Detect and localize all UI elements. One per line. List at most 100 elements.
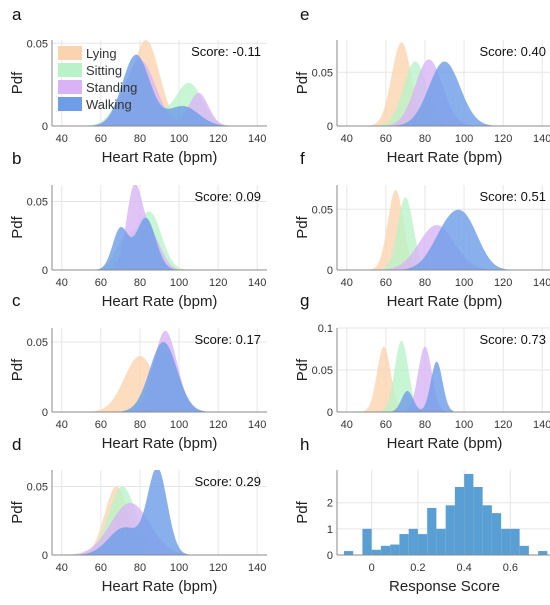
y-axis-label: Pdf (294, 71, 311, 94)
x-tick-label: 100 (455, 419, 473, 431)
legend-swatch-sitting (58, 63, 82, 77)
x-tick-label: 120 (209, 277, 227, 289)
x-tick-label: 80 (419, 419, 431, 431)
x-tick-label: 100 (455, 277, 473, 289)
x-axis-label: Heart Rate (bpm) (102, 578, 218, 595)
x-tick-label: 60 (380, 133, 392, 145)
panel-f: 40 60 80 100 120 140 0 0.05 Heart Rate (bpm) Pdf f… (294, 149, 550, 310)
histogram-bar (464, 473, 474, 555)
density-area-lying (337, 189, 550, 270)
histogram-bar (491, 513, 502, 555)
legend-swatch-walking (58, 97, 82, 111)
panel-letter: f (300, 149, 305, 168)
panel-c: 40 60 80 100 120 140 0 0.05 Heart Rate (bpm) Pdf c… (9, 291, 267, 452)
density-area-walking (337, 209, 550, 270)
y-axis-label: Pdf (9, 358, 26, 381)
x-tick-label: 140 (533, 277, 550, 289)
legend-label: Lying (86, 46, 117, 61)
legend-label: Sitting (86, 63, 122, 78)
density-area-walking (52, 342, 267, 412)
panel-letter: e (300, 5, 309, 24)
legend-swatch-lying (58, 46, 82, 60)
y-tick-label: 0 (327, 407, 333, 419)
panel-g: 40 60 80 100 120 140 0 0.05 0.1 Heart Rate (bpm) P… (294, 291, 550, 452)
density-area-lying (52, 40, 267, 126)
x-tick-label: 120 (494, 277, 512, 289)
y-tick-label: 0.05 (312, 67, 333, 79)
density-area-sitting (337, 340, 550, 412)
x-tick-label: 40 (341, 277, 353, 289)
x-tick-label: 140 (533, 133, 550, 145)
x-tick-label: 0.2 (410, 562, 425, 574)
x-tick-label: 120 (494, 133, 512, 145)
histogram-bar (501, 528, 511, 555)
histogram-bar (473, 487, 483, 555)
panel-letter: b (12, 149, 21, 168)
histogram-bar (454, 487, 465, 555)
x-tick-label: 100 (170, 133, 188, 145)
x-axis-label: Heart Rate (bpm) (102, 435, 218, 452)
histogram-bar (343, 551, 354, 555)
x-tick-label: 60 (95, 419, 107, 431)
panel-b: 40 60 80 100 120 140 0 0.05 Heart Rate (bpm) Pdf b… (9, 149, 267, 310)
score-annotation: Score: 0.29 (195, 474, 262, 489)
x-tick-label: 40 (341, 133, 353, 145)
x-tick-label: 60 (95, 277, 107, 289)
x-tick-label: 60 (95, 133, 107, 145)
histogram-bar (519, 545, 529, 555)
legend-swatch-standing (58, 80, 82, 94)
x-tick-label: 120 (209, 133, 227, 145)
y-tick-label: 0.05 (27, 337, 48, 349)
y-axis-label: Pdf (294, 215, 311, 238)
x-tick-label: 100 (170, 277, 188, 289)
x-tick-label: 120 (209, 562, 227, 574)
histogram-bar (417, 534, 428, 555)
x-tick-label: 140 (248, 562, 266, 574)
legend-label: Standing (86, 80, 137, 95)
x-tick-label: 140 (248, 133, 266, 145)
histogram-bar (362, 528, 372, 555)
x-tick-label: 140 (248, 277, 266, 289)
y-tick-label: 0.1 (318, 323, 333, 335)
x-tick-label: 80 (134, 277, 146, 289)
score-annotation: Score: 0.40 (480, 44, 547, 59)
histogram-bar (436, 528, 446, 555)
panel-letter: a (12, 5, 22, 24)
x-axis-label: Heart Rate (bpm) (387, 435, 503, 452)
density-area-lying (337, 42, 550, 126)
x-tick-label: 100 (455, 133, 473, 145)
y-tick-label: 0.05 (312, 365, 333, 377)
density-area-sitting (52, 211, 267, 270)
histogram-bar (445, 505, 455, 555)
histogram-bar (538, 551, 548, 555)
x-tick-label: 40 (341, 419, 353, 431)
x-tick-label: 100 (170, 419, 188, 431)
x-tick-label: 100 (170, 562, 188, 574)
density-area-walking (337, 361, 550, 412)
histogram-bar (380, 545, 391, 555)
x-tick-label: 120 (494, 419, 512, 431)
x-tick-label: 120 (209, 419, 227, 431)
x-tick-label: 40 (56, 133, 68, 145)
histogram-bar (427, 507, 437, 555)
x-axis-label: Response Score (389, 578, 500, 595)
x-axis-label: Heart Rate (bpm) (387, 149, 503, 166)
x-axis-label: Heart Rate (bpm) (387, 293, 503, 310)
histogram-bar (482, 505, 492, 555)
x-tick-label: 60 (95, 562, 107, 574)
x-tick-label: 80 (134, 419, 146, 431)
panel-letter: g (300, 291, 309, 310)
x-tick-label: 0.4 (457, 562, 472, 574)
y-tick-label: 0 (42, 121, 48, 133)
score-annotation: Score: 0.51 (480, 189, 547, 204)
density-area-walking (337, 61, 550, 126)
panel-d: 40 60 80 100 120 140 0 0.05 Heart Rate (bpm) Pdf d… (9, 435, 267, 595)
panel-a: 40 60 80 100 120 140 0 0.05 Heart Rate (bpm) Pdf a… (9, 5, 267, 166)
x-tick-label: 80 (134, 562, 146, 574)
y-tick-label: 0 (327, 550, 333, 562)
y-axis-label: Pdf (294, 358, 311, 381)
x-tick-label: 60 (380, 277, 392, 289)
y-tick-label: 0 (327, 121, 333, 133)
y-tick-label: 0.05 (27, 196, 48, 208)
